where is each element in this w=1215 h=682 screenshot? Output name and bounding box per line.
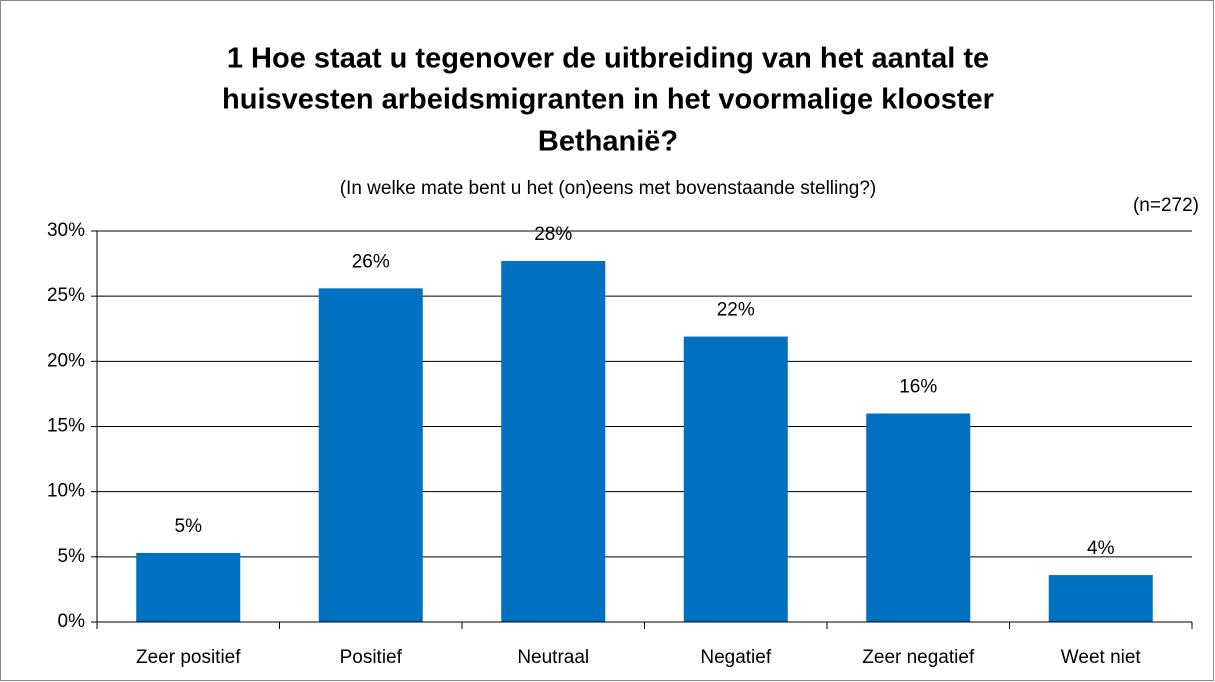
y-tick-label: 25% xyxy=(47,285,85,306)
bar xyxy=(136,552,241,622)
chart-subtitle: (In welke mate bent u het (on)eens met b… xyxy=(340,178,877,199)
bar xyxy=(1048,575,1153,622)
y-tick-label: 15% xyxy=(47,416,85,437)
x-tick-label: Neutraal xyxy=(517,647,589,668)
data-label: 22% xyxy=(717,300,755,321)
bar xyxy=(866,413,971,622)
x-tick-label: Weet niet xyxy=(1061,647,1142,668)
y-tick-label: 0% xyxy=(58,611,86,632)
chart-title: 1 Hoe staat u tegenover de uitbreiding v… xyxy=(227,43,989,75)
y-tick-label: 10% xyxy=(47,481,85,502)
y-tick-label: 5% xyxy=(58,546,86,567)
data-label: 28% xyxy=(534,224,572,245)
bar xyxy=(501,260,606,622)
x-tick-label: Zeer negatief xyxy=(862,647,975,668)
chart-title: huisvesten arbeidsmigranten in het voorm… xyxy=(222,84,994,116)
data-label: 16% xyxy=(899,376,937,397)
bar xyxy=(318,288,423,622)
annotation: (n=272) xyxy=(1133,195,1199,216)
y-tick-label: 30% xyxy=(47,220,85,241)
x-tick-label: Negatief xyxy=(700,647,771,668)
x-tick-label: Positief xyxy=(340,647,403,668)
data-label: 26% xyxy=(352,251,390,272)
data-label: 4% xyxy=(1087,538,1115,559)
bar xyxy=(683,336,788,622)
chart-title: Bethanië? xyxy=(538,126,678,158)
y-tick-label: 20% xyxy=(47,350,85,371)
x-tick-label: Zeer positief xyxy=(136,647,241,668)
data-label: 5% xyxy=(175,516,203,537)
